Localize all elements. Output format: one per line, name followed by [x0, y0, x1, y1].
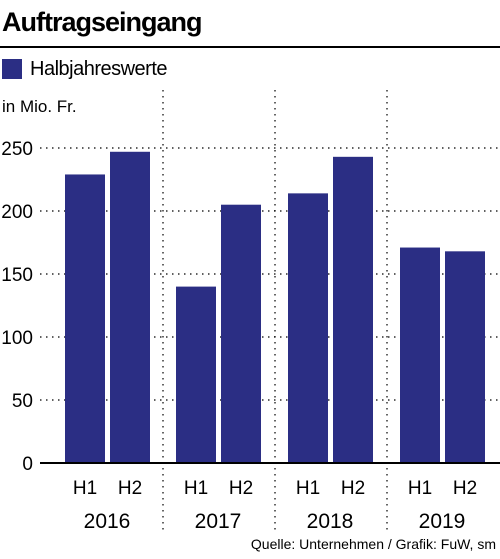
legend-label: Halbjahreswerte [30, 57, 168, 80]
year-label: 2018 [307, 510, 354, 533]
legend-swatch [2, 59, 22, 79]
y-tick-label: 100 [1, 328, 33, 349]
x-tick-label: H1 [408, 478, 432, 499]
x-tick-label: H1 [296, 478, 320, 499]
title-divider [0, 46, 500, 48]
bar [110, 151, 150, 463]
y-axis-unit-label: in Mio. Fr. [2, 97, 77, 116]
y-tick-label: 50 [12, 391, 33, 412]
x-tick-label: H2 [341, 478, 365, 499]
year-label: 2019 [419, 510, 466, 533]
x-tick-label: H2 [229, 478, 253, 499]
y-tick-label: 0 [22, 454, 33, 475]
bar [445, 251, 485, 463]
y-tick-label: 200 [1, 202, 33, 223]
bar [176, 286, 216, 463]
bar [333, 156, 373, 463]
x-tick-label: H2 [118, 478, 142, 499]
source-note: Quelle: Unternehmen / Grafik: FuW, sm [250, 536, 496, 552]
bar [65, 174, 105, 463]
year-label: 2016 [84, 510, 131, 533]
x-tick-label: H1 [184, 478, 208, 499]
year-label: 2017 [195, 510, 242, 533]
bar [288, 193, 328, 464]
y-tick-label: 250 [1, 139, 33, 160]
legend: Halbjahreswerte [2, 57, 168, 81]
chart-title: Auftragseingang [2, 7, 203, 37]
bar [400, 247, 440, 463]
x-tick-label: H2 [453, 478, 477, 499]
y-tick-label: 150 [1, 265, 33, 286]
bar [221, 204, 261, 463]
x-tick-label: H1 [73, 478, 97, 499]
